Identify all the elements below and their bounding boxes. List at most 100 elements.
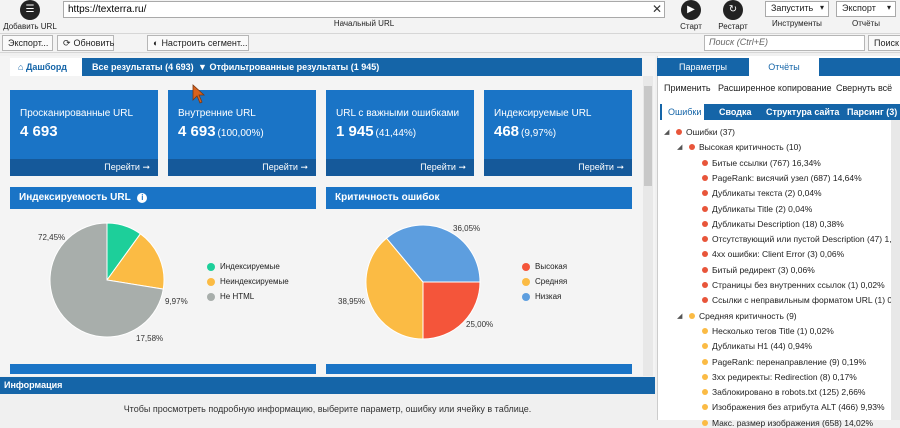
severity-dot-icon xyxy=(702,205,708,212)
tree-item[interactable]: Несколько тегов Title (1) 0,02% xyxy=(690,326,834,336)
list-icon: ☰ xyxy=(20,0,40,20)
card-link[interactable]: Перейти ➞ xyxy=(326,159,474,176)
severity-dot-icon xyxy=(702,358,708,365)
expand-arrow-icon[interactable]: ◢ xyxy=(677,312,683,320)
tree-item[interactable]: Битые ссылки (767) 16,34% xyxy=(690,158,821,168)
subtab-site-structure[interactable]: Структура сайта xyxy=(766,107,840,117)
pie-value-label: 25,00% xyxy=(466,320,494,329)
criticality-panel-header: Критичность ошибок xyxy=(326,187,632,209)
severity-dot-icon xyxy=(702,220,708,227)
tab-all-results[interactable]: Все результаты (4 693) xyxy=(84,58,202,76)
info-icon[interactable]: i xyxy=(137,193,148,203)
tree-item[interactable]: 3xx редиректы: Redirection (8) 0,17% xyxy=(690,372,857,382)
tree-item[interactable]: PageRank: перенаправление (9) 0,19% xyxy=(690,357,866,367)
tree-item[interactable]: PageRank: висячий узел (687) 14,64% xyxy=(690,173,862,183)
segment-button[interactable]: ◐ Настроить сегмент... xyxy=(147,35,249,51)
refresh-button[interactable]: ⟳ Обновить xyxy=(57,35,114,51)
reports-caption: Отчёты xyxy=(852,19,880,28)
dashboard-scrollbar[interactable] xyxy=(643,76,653,376)
subtab-parsing[interactable]: Парсинг (3) xyxy=(847,107,898,117)
export-button[interactable]: Экспорт... xyxy=(2,35,53,51)
clear-url-icon[interactable]: ✕ xyxy=(652,2,663,16)
advanced-copy-action[interactable]: Расширенное копирование xyxy=(718,83,832,93)
severity-dot-icon xyxy=(702,327,708,334)
card-critical-error-urls: URL с важными ошибками 1 945 (41,44%) Пер… xyxy=(326,90,474,176)
legend-label: Высокая xyxy=(535,262,568,271)
tree-item[interactable]: ◢ Ошибки (37) xyxy=(664,127,735,137)
tab-filtered-results[interactable]: ▼ Отфильтрованные результаты (1 945) xyxy=(190,58,387,76)
legend-dot xyxy=(207,262,215,271)
pie-slice[interactable] xyxy=(49,222,164,338)
severity-dot-icon xyxy=(702,266,708,273)
tree-item-label: Высокая критичность (10) xyxy=(699,142,802,153)
legend-dot xyxy=(522,262,530,271)
tree-item[interactable]: Дубликаты Title (2) 0,04% xyxy=(690,204,812,214)
run-dropdown[interactable]: Запустить ▾ xyxy=(765,1,829,17)
pie-value-label: 36,05% xyxy=(453,224,481,233)
search-button[interactable]: Поиск xyxy=(868,35,900,51)
tree-item[interactable]: Макс. размер изображения (658) 14,02% xyxy=(690,418,873,428)
tree-item-label: Дубликаты Title (2) 0,04% xyxy=(712,203,813,214)
export-dropdown[interactable]: Экспорт ▾ xyxy=(836,1,896,17)
legend-dot xyxy=(522,292,530,301)
tree-item-label: Несколько тегов Title (1) 0,02% xyxy=(712,325,834,336)
legend-dot xyxy=(207,292,215,301)
add-url-button[interactable]: ☰ Добавить URL xyxy=(2,0,58,31)
card-link[interactable]: Перейти ➞ xyxy=(10,159,158,176)
tree-item[interactable]: 4xx ошибки: Client Error (3) 0,06% xyxy=(690,249,844,259)
legend-dot xyxy=(522,277,530,286)
tree-item-label: Битые ссылки (767) 16,34% xyxy=(712,157,821,168)
severity-dot-icon xyxy=(702,174,708,181)
tab-parameters[interactable]: Параметры xyxy=(679,62,727,72)
restart-button[interactable]: ↻ Рестарт xyxy=(713,0,753,31)
severity-dot-icon xyxy=(702,190,708,197)
tree-item[interactable]: Битый редирект (3) 0,06% xyxy=(690,265,815,275)
tree-item[interactable]: Изображения без атрибута ALT (466) 9,93% xyxy=(690,402,885,412)
tree-item[interactable]: Ссылки с неправильным форматом URL (1) 0… xyxy=(690,295,900,305)
chevron-down-icon: ▾ xyxy=(886,3,891,12)
url-input[interactable] xyxy=(63,1,665,18)
card-link[interactable]: Перейти ➞ xyxy=(484,159,632,176)
severity-dot-icon xyxy=(702,297,708,304)
start-button[interactable]: ▶ Старт xyxy=(675,0,707,31)
tree-item-label: 3xx редиректы: Redirection (8) 0,17% xyxy=(712,371,857,382)
indexability-panel-header: Индексируемость URL i xyxy=(10,187,316,209)
card-link[interactable]: Перейти ➞ xyxy=(168,159,316,176)
filter-icon: ▼ xyxy=(198,62,207,72)
tree-item[interactable]: Заблокировано в robots.txt (125) 2,66% xyxy=(690,387,866,397)
pie-slice[interactable] xyxy=(365,237,424,340)
pie-slice[interactable] xyxy=(385,224,481,283)
pie-slice[interactable] xyxy=(106,233,165,290)
tree-item[interactable]: Дубликаты текста (2) 0,04% xyxy=(690,188,822,198)
card-value: 468 xyxy=(494,123,520,140)
apply-action[interactable]: Применить xyxy=(664,83,711,93)
tree-item-label: PageRank: висячий узел (687) 14,64% xyxy=(712,172,862,183)
subtab-summary[interactable]: Сводка xyxy=(719,107,752,117)
scrollbar-thumb[interactable] xyxy=(644,86,652,186)
top-toolbar: ☰ Добавить URL ✕ Начальный URL ▶ Старт ↻… xyxy=(0,0,900,34)
tree-item[interactable]: Страницы без внутренних ссылок (1) 0,02% xyxy=(690,280,885,290)
tree-item-label: PageRank: перенаправление (9) 0,19% xyxy=(712,356,867,367)
collapse-all-action[interactable]: Свернуть всё xyxy=(836,83,893,93)
subtab-errors[interactable]: Ошибки xyxy=(662,104,704,120)
segment-label: Настроить сегмент... xyxy=(161,38,248,48)
tree-item[interactable]: Дубликаты H1 (44) 0,94% xyxy=(690,341,812,351)
tree-item-label: Макс. размер изображения (658) 14,02% xyxy=(712,417,874,428)
tab-dashboard[interactable]: ⌂ Дашборд xyxy=(10,58,82,76)
tree-item[interactable]: ◢ Высокая критичность (10) xyxy=(677,142,801,152)
criticality-pie xyxy=(365,224,481,340)
search-input[interactable]: Поиск (Ctrl+E) xyxy=(704,35,865,51)
pie-slice[interactable] xyxy=(422,281,481,340)
right-panel-scrollbar[interactable] xyxy=(891,120,900,420)
report-subtabs: Ошибки Сводка Структура сайта Парсинг (3… xyxy=(660,104,900,120)
card-pct: (41,44%) xyxy=(375,128,417,139)
tree-item[interactable]: Дубликаты Description (18) 0,38% xyxy=(690,219,844,229)
tree-item-label: Дубликаты H1 (44) 0,94% xyxy=(712,341,813,352)
tab-reports[interactable]: Отчёты xyxy=(749,58,819,76)
refresh-icon: ⟳ xyxy=(63,37,71,48)
expand-arrow-icon[interactable]: ◢ xyxy=(677,144,683,152)
tree-item[interactable]: Отсутствующий или пустой Description (47… xyxy=(690,234,900,244)
tree-item-label: Страницы без внутренних ссылок (1) 0,02% xyxy=(712,280,885,290)
tree-item[interactable]: ◢ Средняя критичность (9) xyxy=(677,311,797,321)
expand-arrow-icon[interactable]: ◢ xyxy=(664,129,670,136)
